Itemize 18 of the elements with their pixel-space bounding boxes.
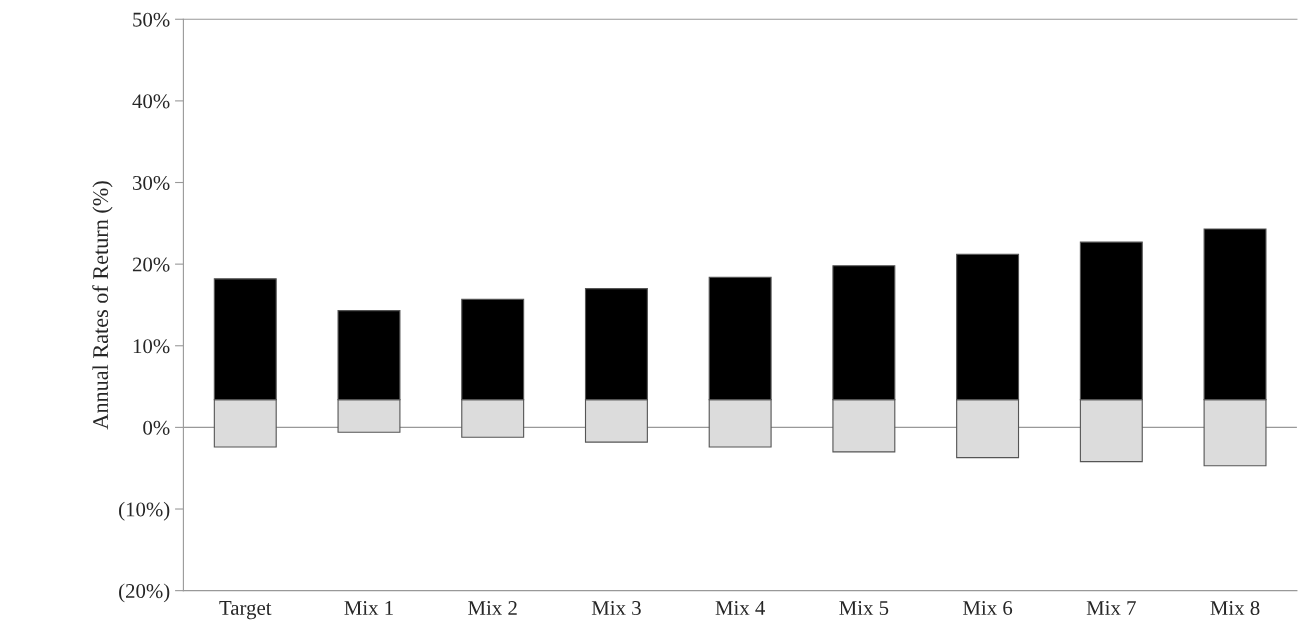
x-tick-label: Mix 6 [963,601,1013,616]
y-tick-label: 40% [132,94,170,109]
y-axis-title: Annual Rates of Return (%) [92,181,113,430]
x-tick-label: Target [219,601,272,620]
y-tick-label: (10%) [119,501,170,521]
x-tick-label: Mix 7 [1086,601,1136,615]
x-tick-label: Mix 5 [839,601,889,616]
y-tick-label: 30% [133,175,170,191]
x-tick-label: Mix 2 [468,601,517,615]
y-tick-label: (20%) [119,583,170,603]
x-tick-label: Mix 3 [591,601,641,616]
x-tick-label: Mix 1 [344,601,393,615]
y-tick-label: 0% [143,420,170,435]
y-tick-label: 20% [132,257,170,272]
x-tick-label: Mix 8 [1210,600,1260,616]
x-tick-label: Mix 4 [715,601,765,615]
y-tick-label: 50% [133,12,170,27]
y-tick-label: 10% [133,339,170,354]
